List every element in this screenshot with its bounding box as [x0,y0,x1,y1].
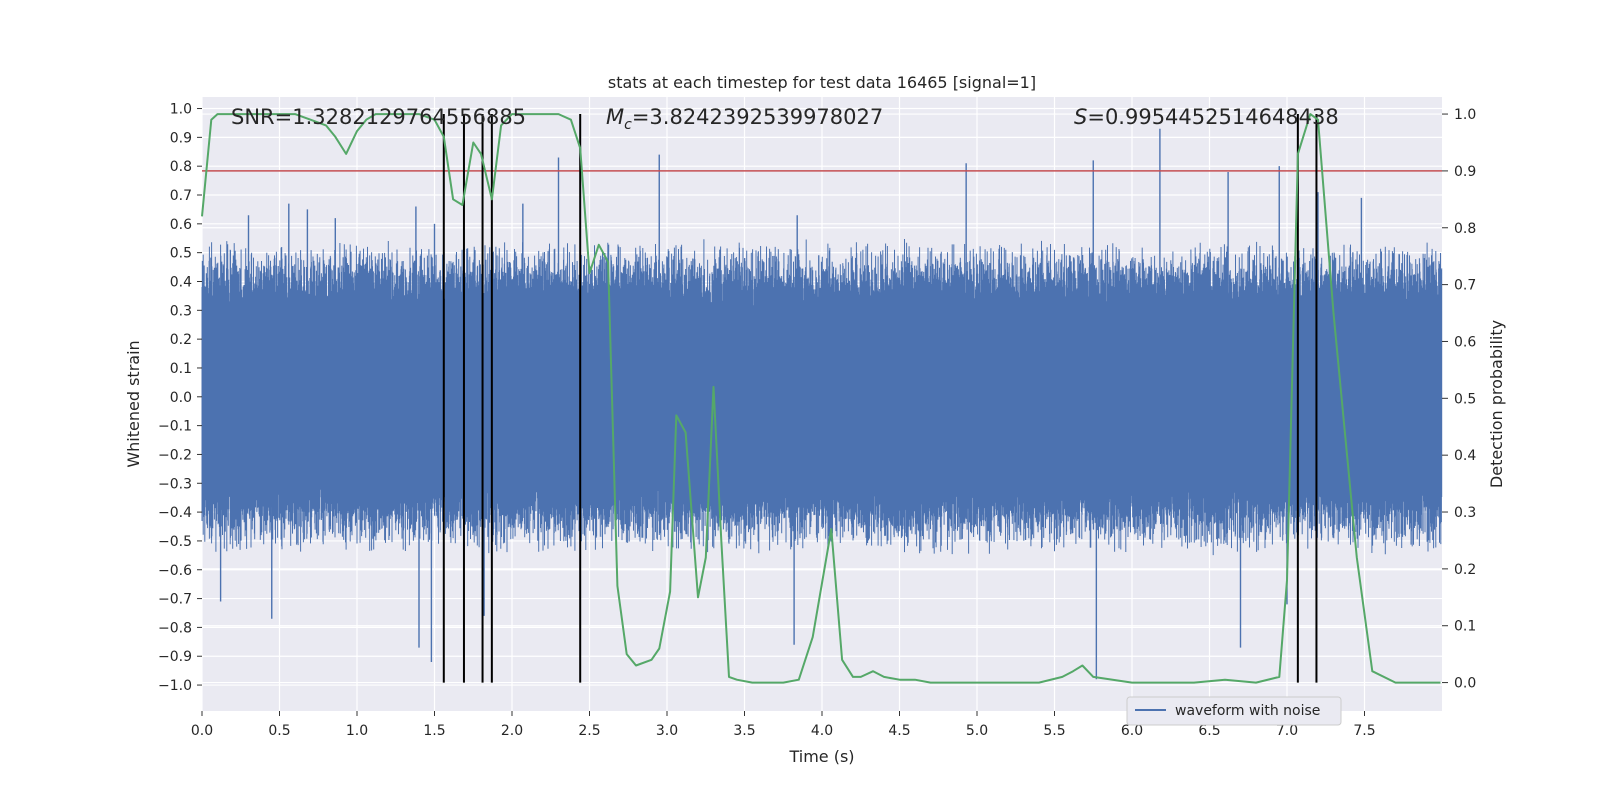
mc-annotation: Mc=3.8242392539978027 [606,105,883,133]
x-tick-label: 0.5 [268,723,290,739]
y-tick-label: −0.7 [158,592,192,608]
y2-tick-label: 0.6 [1454,334,1476,350]
y-tick-label: 0.8 [170,159,192,175]
legend-box [1126,696,1342,726]
s-symbol: S [1074,105,1087,129]
x-tick-label: 5.5 [1043,723,1065,739]
y-tick-label: 0.1 [170,361,192,377]
chart-title: stats at each timestep for test data 164… [608,73,1036,92]
x-tick-label: 0.0 [191,723,213,739]
y2-tick-label: 1.0 [1454,107,1476,123]
x-tick-label: 1.0 [346,723,368,739]
y-tick-label: 0.2 [170,332,192,348]
waveform-layer [201,128,1443,680]
y-tick-label: 0.7 [170,188,192,204]
legend-label-waveform: waveform with noise [1175,703,1320,719]
y-tick-label: 1.0 [170,102,192,118]
y2-tick-label: 0.0 [1454,676,1476,692]
y-tick-label: 0.3 [170,303,192,319]
waveform-envelope [201,239,1443,556]
y2-tick-label: 0.5 [1454,391,1476,407]
axis-layer: 0.0 0.5 1.0 1.5 2.0 2.5 3.0 3.5 4.0 4.5 5.0 5.5 6.0 6… [158,102,1476,739]
y2-tick-label: 0.3 [1454,505,1476,521]
y-tick-label: −0.2 [158,447,192,463]
x-tick-label: 4.5 [888,723,910,739]
x-tick-label: 2.0 [501,723,523,739]
snr-annotation: SNR=1.3282129764556885 [231,105,526,129]
y-tick-label: −0.4 [158,505,192,521]
y-tick-label: 0.4 [170,274,192,290]
y2-tick-label: 0.1 [1454,619,1476,635]
s-value: =0.9954452514648438 [1087,105,1338,129]
x-tick-label: 5.0 [966,723,988,739]
y-tick-label: −1.0 [158,678,192,694]
overlay-layer [201,113,1442,684]
y-tick-label: −0.9 [158,649,192,665]
legend: waveform with noise [1126,696,1342,726]
y-tick-label: 0.9 [170,130,192,146]
y-tick-label: 0.6 [170,217,192,233]
x-tick-label: 3.5 [733,723,755,739]
x-tick-label: 6.0 [1121,723,1143,739]
x-tick-label: 4.0 [811,723,833,739]
x-tick-label: 7.0 [1276,723,1298,739]
y2-tick-label: 0.2 [1454,562,1476,578]
x-tick-label: 6.5 [1198,723,1220,739]
y-axis-label: Whitened strain [124,340,143,467]
y-tick-label: 0.0 [170,390,192,406]
x-tick-label: 1.5 [423,723,445,739]
mc-value: =3.8242392539978027 [632,105,883,129]
x-tick-label: 2.5 [578,723,600,739]
y-tick-label: −0.5 [158,534,192,550]
y2-tick-label: 0.9 [1454,164,1476,180]
y2-tick-label: 0.8 [1454,221,1476,237]
y2-tick-label: 0.4 [1454,448,1476,464]
y2-axis-label: Detection probability [1487,320,1506,488]
y-tick-label: −0.6 [158,563,192,579]
y-tick-label: −0.8 [158,620,192,636]
y-tick-label: 0.5 [170,246,192,262]
mc-symbol: M [606,105,624,129]
y-tick-label: −0.1 [158,419,192,435]
y-tick-label: −0.3 [158,476,192,492]
x-tick-label: 7.5 [1353,723,1375,739]
s-annotation: S=0.9954452514648438 [1074,105,1339,129]
mc-subscript: c [624,117,632,133]
detection-probability-line [201,113,1441,684]
x-tick-label: 3.0 [656,723,678,739]
y2-tick-label: 0.7 [1454,278,1476,294]
x-axis-label: Time (s) [788,747,854,766]
